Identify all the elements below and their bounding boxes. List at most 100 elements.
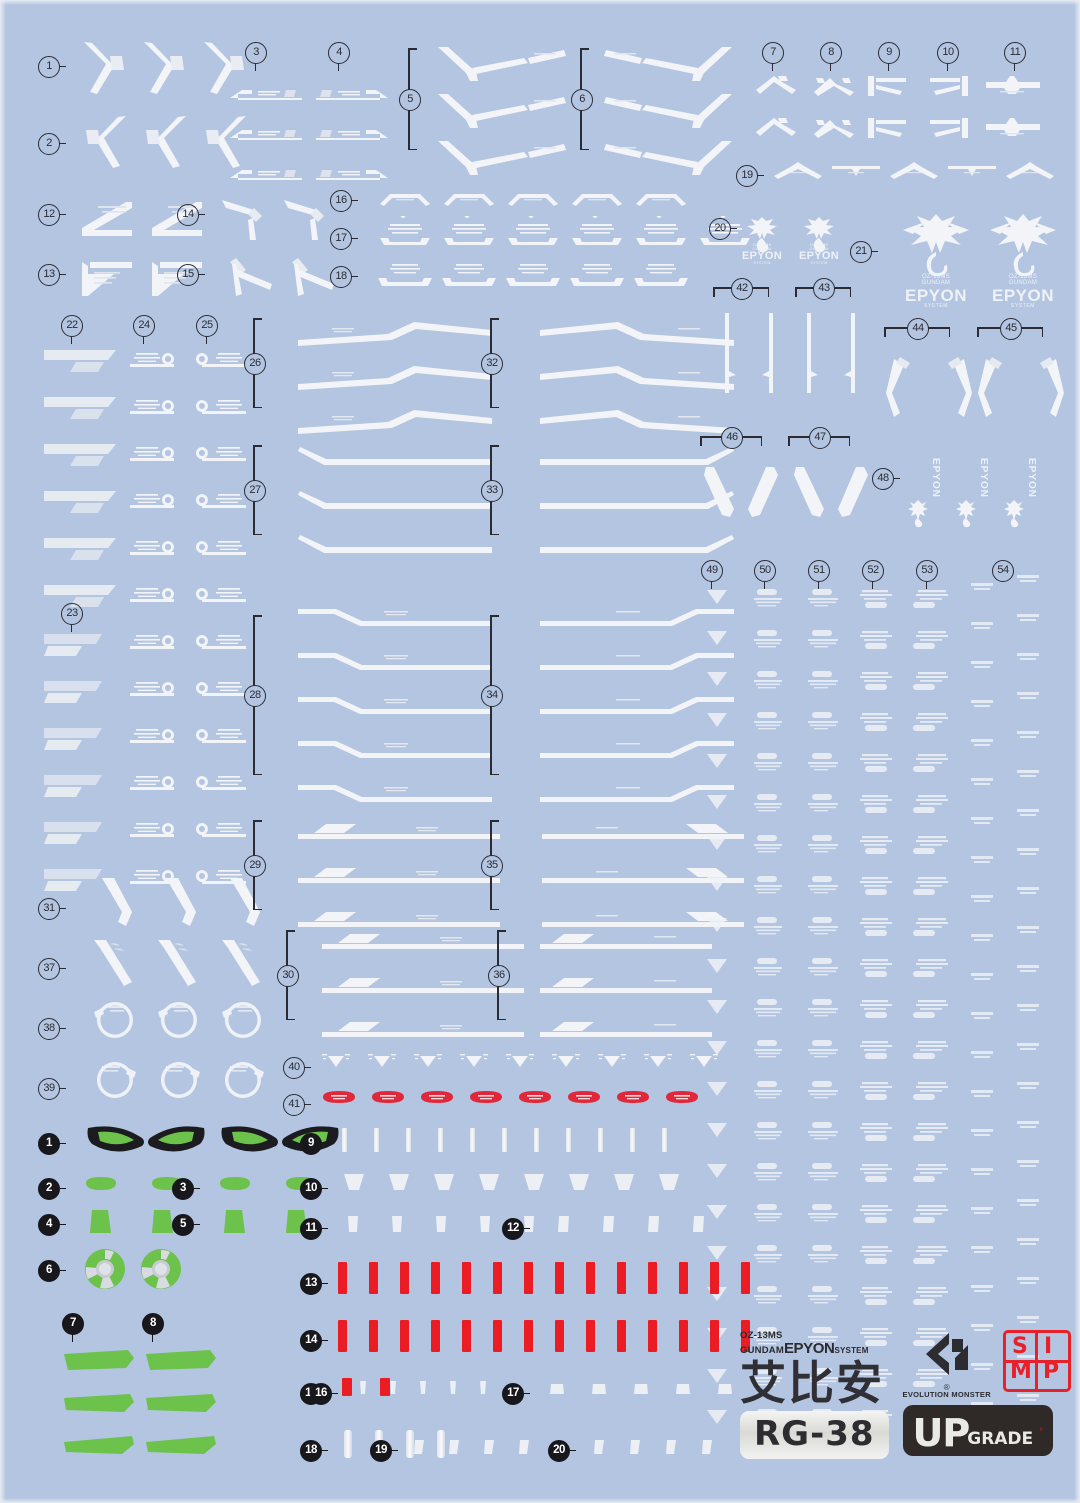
thin-stroke-43-0 <box>807 313 818 393</box>
side-strip-23-3 <box>44 775 102 797</box>
color-callout-6: 6 <box>38 1260 66 1282</box>
red-bar-decal-14-11 <box>679 1320 688 1352</box>
red-oval-tag-41-2 <box>421 1091 453 1103</box>
white-slab-decal-20-3 <box>702 1440 712 1454</box>
upgrade-chevrons-icon <box>1040 1427 1043 1431</box>
triangle-warning-40-1 <box>368 1054 396 1067</box>
bracket-34: 34 <box>481 615 503 775</box>
cjk-kit-name: 艾比安 <box>740 1356 884 1410</box>
white-tab-decal-17-2 <box>634 1384 648 1394</box>
bracket-29: 29 <box>244 820 266 910</box>
epyon-logo-small-0 <box>747 217 777 253</box>
caution-text-54a-0 <box>971 583 993 590</box>
body-line-26-0 <box>298 322 492 346</box>
callout-54: 54 <box>992 560 1014 582</box>
body-line-27-2 <box>298 535 492 553</box>
limb-stripe-45-0 <box>978 357 1002 417</box>
callout-37: 37 <box>38 958 66 980</box>
blade-mark-15-1 <box>292 258 334 296</box>
caution-text-51-1 <box>808 630 838 648</box>
caution-text-53-10 <box>913 1000 948 1018</box>
panel-plate-16-0 <box>380 194 430 206</box>
white-bar-decal-9-8 <box>598 1128 603 1152</box>
caution-text-50-19 <box>754 1368 782 1386</box>
panel-plate-18-3 <box>570 264 624 286</box>
white-tab-decal-16-1 <box>390 1381 396 1394</box>
caution-text-53-15 <box>913 1205 948 1223</box>
panel-plate-16-3 <box>572 194 622 206</box>
caution-text-53-1 <box>913 631 948 649</box>
caution-triangle-49-3 <box>707 713 727 727</box>
ring-mark-24-3 <box>130 494 174 508</box>
limb-stripe-45-1 <box>1040 357 1064 417</box>
white-trapezoid-decal-10-6 <box>614 1174 634 1190</box>
ring-mark-25-8 <box>195 729 246 743</box>
caution-text-51-9 <box>808 958 838 976</box>
caution-text-50-11 <box>754 1040 782 1058</box>
red-bar-decal-14-12 <box>710 1320 719 1352</box>
callout-20: 20 <box>709 218 737 240</box>
callout-3: 3 <box>245 42 267 71</box>
ring-mark-24-7 <box>130 682 174 696</box>
panel-plate-17-2 <box>508 216 558 245</box>
caution-text-52-3 <box>860 713 892 731</box>
bracket-label-26: 26 <box>244 353 266 375</box>
bracket-label-36: 36 <box>488 965 510 987</box>
body-line-34-0 <box>540 609 734 626</box>
caution-text-54a-2 <box>971 661 993 668</box>
caution-text-54a-14 <box>971 1129 993 1136</box>
caution-text-54a-20 <box>971 1363 993 1370</box>
vertical-epyon-logo-48-0 <box>908 500 928 528</box>
side-strip-22-1 <box>44 397 116 419</box>
angular-mark-7-0 <box>756 76 796 94</box>
white-tab-decal-17-0 <box>550 1384 564 1394</box>
callout-8: 8 <box>820 42 842 71</box>
caution-text-54b-18 <box>1017 1277 1039 1284</box>
body-line-32-2 <box>540 410 734 434</box>
white-tab-decal-11-4 <box>524 1216 534 1232</box>
callout-4: 4 <box>328 42 350 71</box>
green-trapezoid-decal-4-0 <box>90 1210 111 1233</box>
model-line: GUNDAM <box>740 1345 784 1356</box>
bracket-label-43: 43 <box>813 278 835 300</box>
body-line-34-3 <box>540 741 734 758</box>
gauge-circle-38-2 <box>222 1002 261 1038</box>
callout-50: 50 <box>754 560 776 589</box>
curved-stripe-37-1 <box>158 940 196 986</box>
callout-7: 7 <box>762 42 784 71</box>
body-line-29-0 <box>298 824 500 839</box>
callout-53: 53 <box>916 560 938 589</box>
red-bar-decal-14-8 <box>586 1320 595 1352</box>
epyon-logo-small-1 <box>804 217 834 253</box>
red-bar-decal-13-8 <box>586 1262 595 1294</box>
caution-text-53-2 <box>913 672 948 690</box>
red-bar-decal-13-1 <box>369 1262 378 1294</box>
simp-letter-p: P <box>1042 1359 1060 1384</box>
caution-text-54b-4 <box>1017 731 1039 738</box>
panel-plate-17-1 <box>444 216 494 245</box>
caution-text-50-15 <box>754 1204 782 1222</box>
caution-text-54b-15 <box>1017 1160 1039 1167</box>
white-bar-decal-9-9 <box>630 1128 635 1152</box>
white-bar-decal-9-0 <box>342 1128 347 1152</box>
red-oval-tag-41-5 <box>568 1091 600 1103</box>
simp-letter-m: M <box>1009 1359 1032 1384</box>
curved-stripe-37-2 <box>222 940 260 986</box>
bracket-44: 44 <box>884 318 950 340</box>
caution-text-50-2 <box>754 671 782 689</box>
ring-mark-25-2 <box>195 447 246 461</box>
caution-text-51-19 <box>808 1368 838 1386</box>
epyon-logo-large-0 <box>903 214 969 277</box>
caution-text-52-6 <box>860 836 892 854</box>
zigzag-decal-6-0 <box>604 47 732 81</box>
caution-text-54a-15 <box>971 1168 993 1175</box>
callout-1: 1 <box>38 56 66 78</box>
side-strip-23-0 <box>44 634 102 656</box>
ring-mark-25-6 <box>195 635 246 649</box>
callout-23: 23 <box>61 603 83 632</box>
maker-logo-label: EVOLUTION MONSTER <box>902 1390 991 1399</box>
caution-triangle-49-0 <box>707 590 727 604</box>
epyon-logo-small-text-0: OZ-13MS GUNDAM EPYON SYSTEM <box>741 242 782 265</box>
body-line-33-2 <box>540 535 734 553</box>
white-tab-decal-17-3 <box>676 1384 690 1394</box>
